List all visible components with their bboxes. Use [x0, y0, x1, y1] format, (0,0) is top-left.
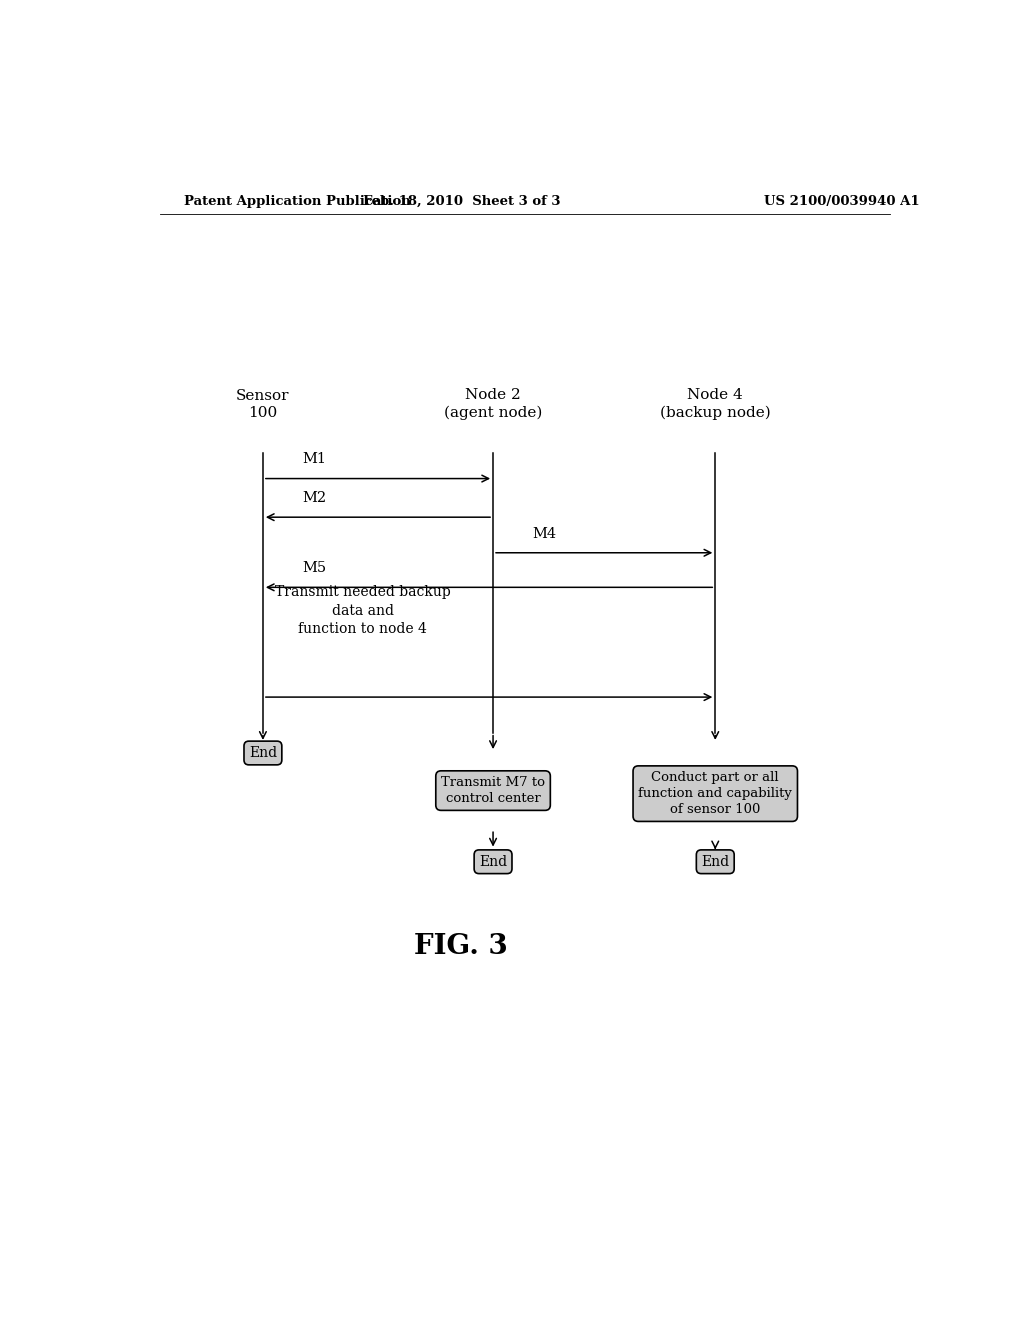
Text: End: End [249, 746, 276, 760]
Text: Transmit M7 to
control center: Transmit M7 to control center [441, 776, 545, 805]
Text: End: End [701, 855, 729, 869]
Text: Sensor
100: Sensor 100 [237, 388, 290, 420]
Text: M1: M1 [303, 453, 327, 466]
Text: FIG. 3: FIG. 3 [415, 933, 508, 960]
Text: End: End [479, 855, 507, 869]
Text: US 2100/0039940 A1: US 2100/0039940 A1 [765, 194, 920, 207]
Text: Node 2
(agent node): Node 2 (agent node) [443, 388, 543, 420]
Text: M5: M5 [303, 561, 327, 576]
Text: M4: M4 [532, 527, 557, 541]
Text: Transmit needed backup
data and
function to node 4: Transmit needed backup data and function… [274, 585, 451, 636]
Text: Conduct part or all
function and capability
of sensor 100: Conduct part or all function and capabil… [638, 771, 793, 816]
Text: Node 4
(backup node): Node 4 (backup node) [659, 388, 771, 420]
Text: Patent Application Publication: Patent Application Publication [183, 194, 411, 207]
Text: M2: M2 [303, 491, 327, 506]
Text: Feb. 18, 2010  Sheet 3 of 3: Feb. 18, 2010 Sheet 3 of 3 [362, 194, 560, 207]
